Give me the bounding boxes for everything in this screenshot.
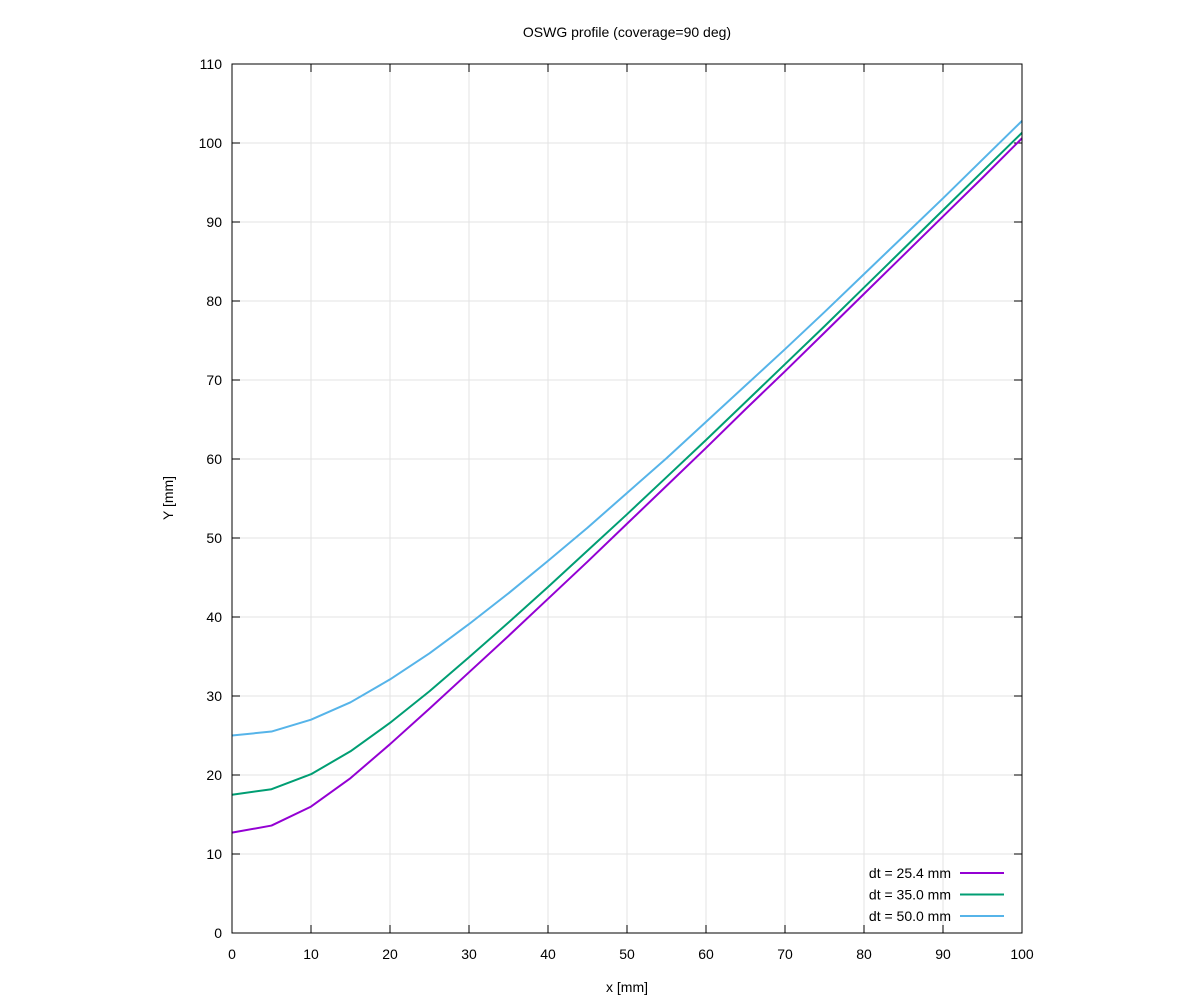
grid — [232, 64, 1022, 933]
series-line-3 — [231, 120, 1023, 737]
y-tick-label: 40 — [206, 609, 222, 625]
y-tick-label: 80 — [206, 293, 222, 309]
x-tick-label: 50 — [619, 946, 635, 962]
y-tick-label: 110 — [200, 56, 223, 72]
series-line-1 — [231, 137, 1023, 834]
x-tick-label: 0 — [228, 946, 236, 962]
y-tick-label: 10 — [206, 846, 222, 862]
chart-title: OSWG profile (coverage=90 deg) — [523, 24, 731, 40]
tick-labels: 0 10 20 30 40 50 60 70 80 90 100 0 10 20 30 40 50 60 70 80 9… — [199, 56, 1034, 962]
x-tick-label: 90 — [935, 946, 951, 962]
y-tick-label: 30 — [206, 688, 222, 704]
x-tick-label: 80 — [856, 946, 872, 962]
x-axis-label: x [mm] — [606, 979, 648, 995]
x-tick-label: 60 — [698, 946, 714, 962]
y-tick-label: 70 — [206, 372, 222, 388]
x-tick-label: 40 — [540, 946, 556, 962]
legend: dt = 25.4 mm dt = 35.0 mm dt = 50.0 mm — [869, 865, 1004, 924]
legend-label-1: dt = 25.4 mm — [869, 865, 951, 881]
series-lines — [231, 120, 1023, 834]
x-tick-label: 20 — [382, 946, 398, 962]
legend-label-2: dt = 35.0 mm — [869, 887, 951, 903]
y-tick-label: 90 — [206, 214, 222, 230]
x-tick-label: 30 — [461, 946, 477, 962]
x-tick-label: 100 — [1010, 946, 1034, 962]
legend-label-3: dt = 50.0 mm — [869, 908, 951, 924]
series-line-2 — [231, 132, 1023, 796]
y-tick-label: 20 — [206, 767, 222, 783]
plot-border — [231, 63, 1023, 934]
x-tick-label: 70 — [777, 946, 793, 962]
y-tick-label: 60 — [206, 451, 222, 467]
y-axis-label: Y [mm] — [160, 476, 176, 520]
y-tick-label: 100 — [199, 135, 223, 151]
y-tick-label: 0 — [214, 925, 222, 941]
x-tick-label: 10 — [303, 946, 319, 962]
axis-ticks — [231, 63, 1023, 934]
y-tick-label: 50 — [206, 530, 222, 546]
